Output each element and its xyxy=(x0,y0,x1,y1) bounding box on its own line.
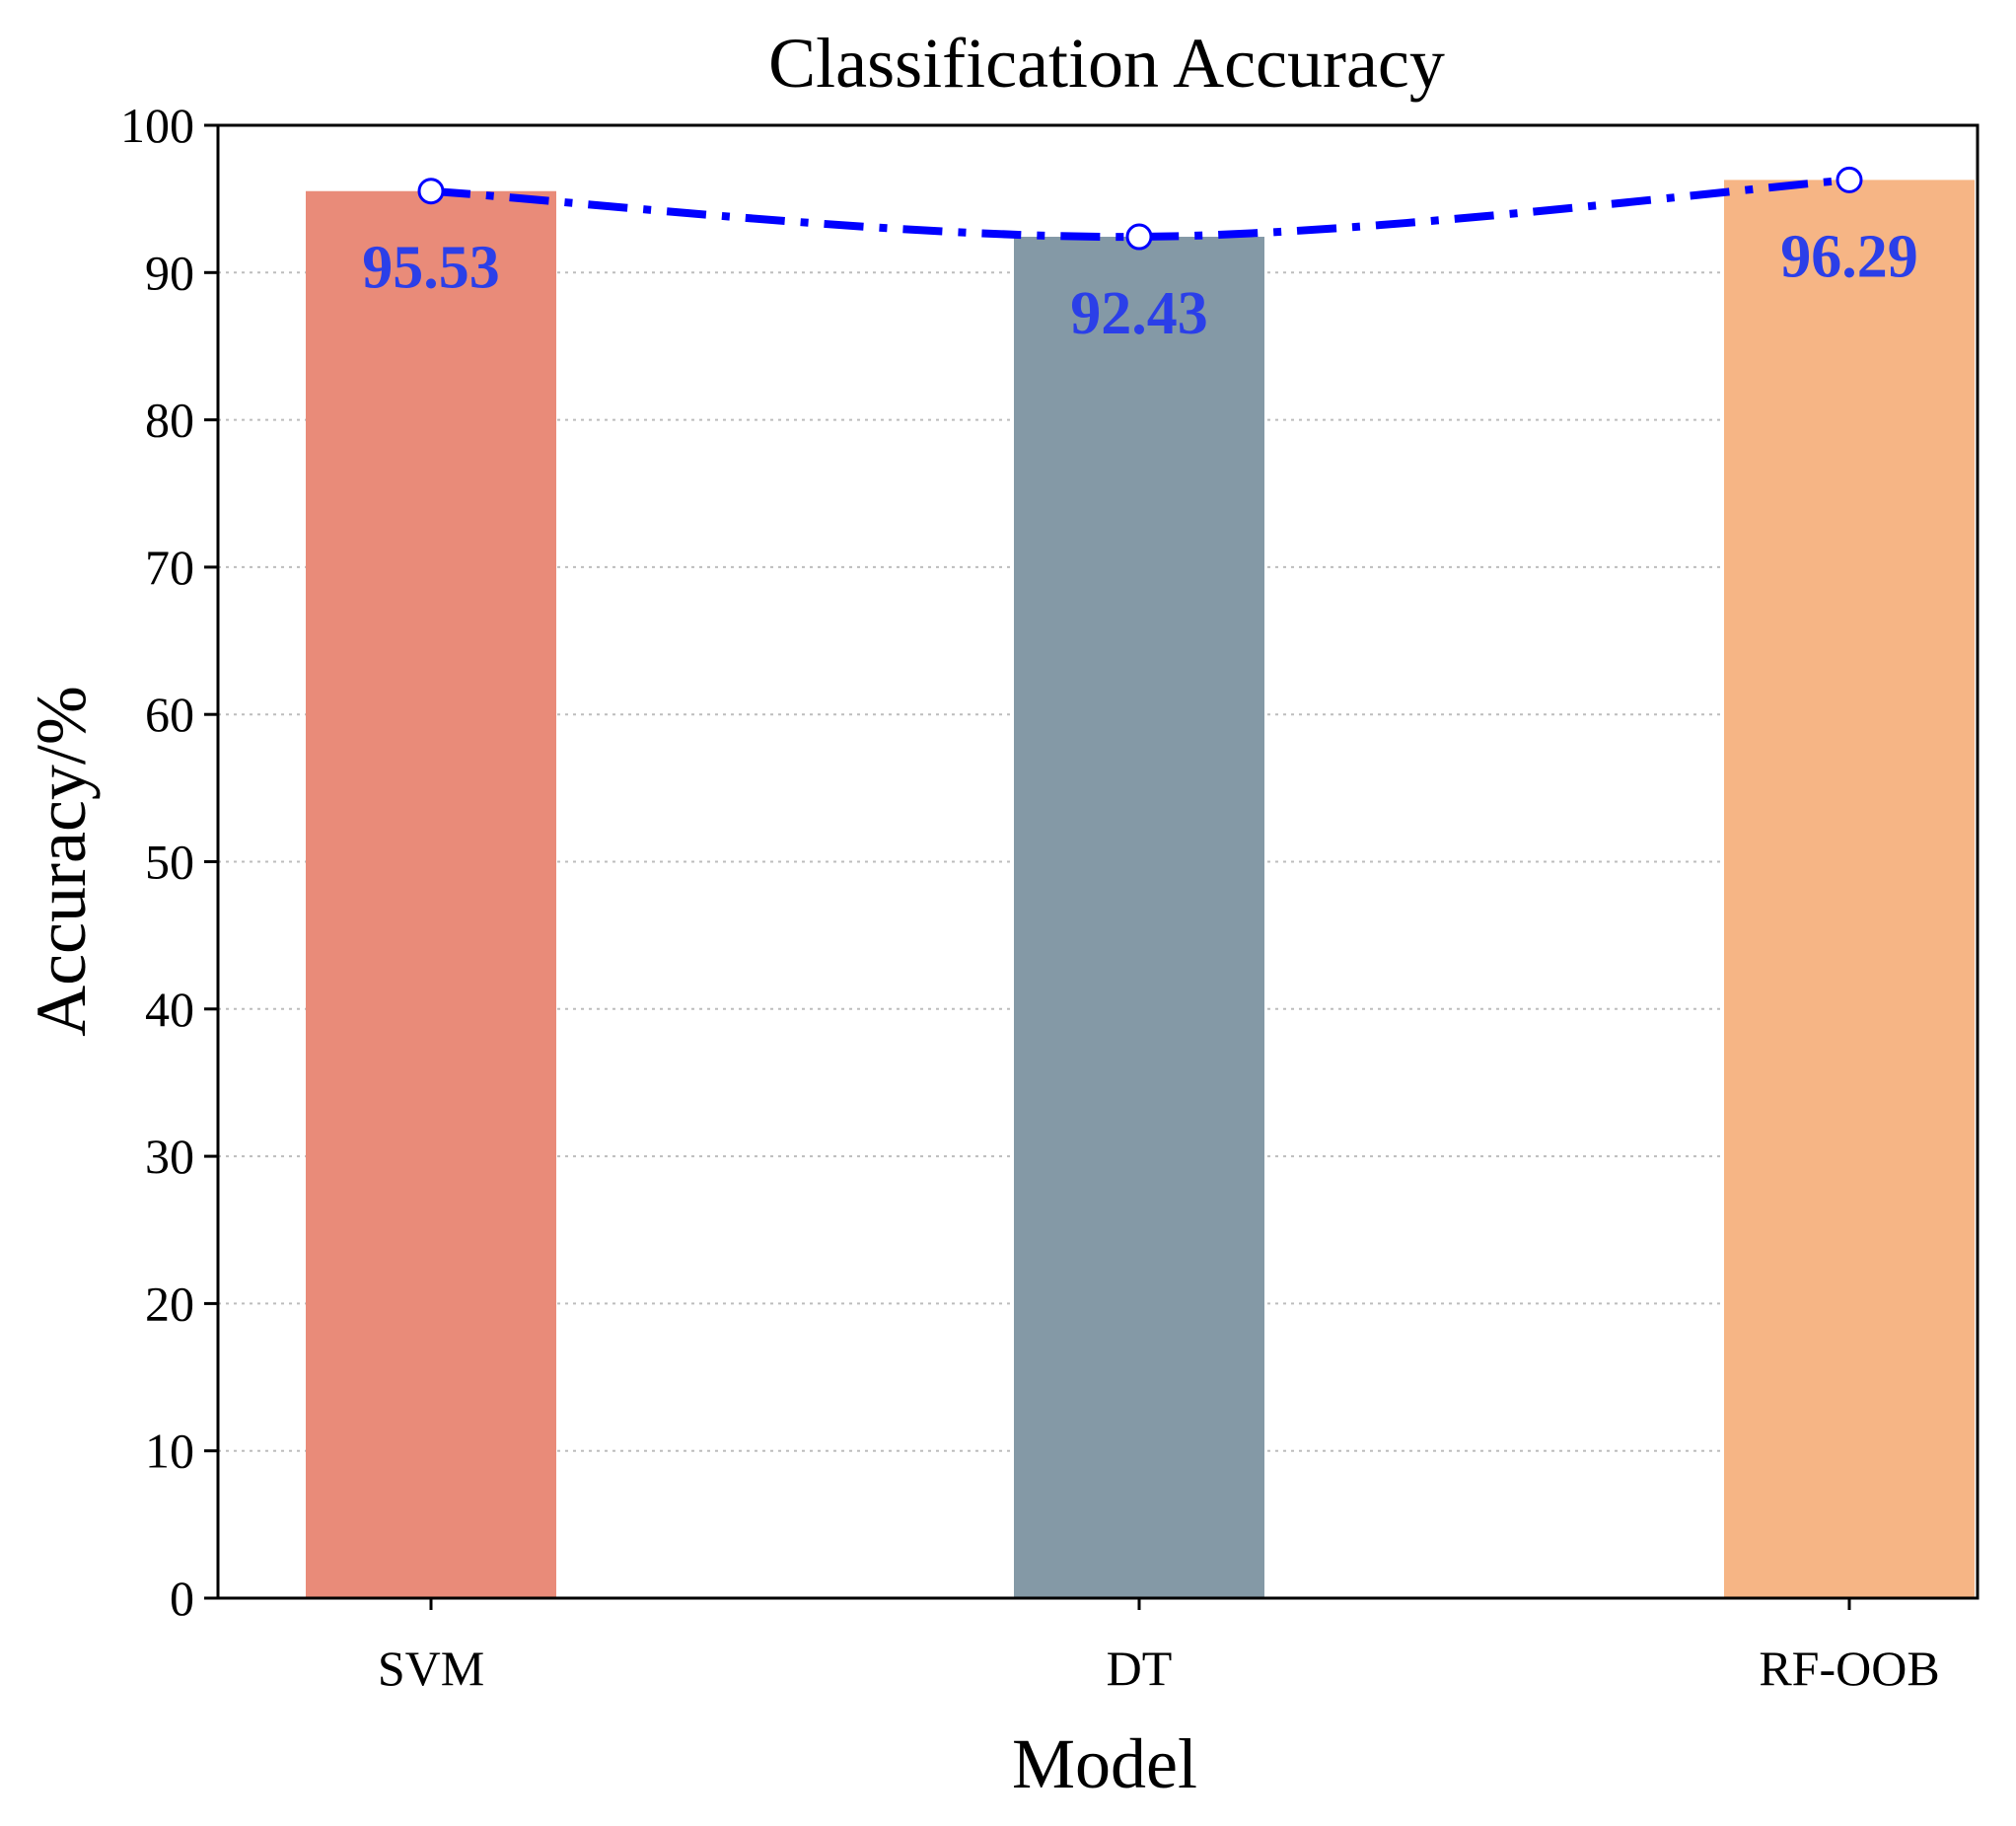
bar-svm xyxy=(306,190,556,1599)
y-tick-label-90: 90 xyxy=(145,245,194,300)
data-labels: 95.53 92.43 96.29 xyxy=(362,223,1918,347)
y-tick-label-50: 50 xyxy=(145,835,194,890)
bar-dt xyxy=(1014,237,1264,1598)
data-label-dt: 92.43 xyxy=(1070,280,1208,347)
y-tick-label-10: 10 xyxy=(145,1424,194,1479)
bar-rf-oob xyxy=(1724,180,1975,1599)
y-axis-ticks: 0 10 20 30 40 50 60 70 80 90 100 xyxy=(120,98,218,1626)
overlay-point-dt xyxy=(1125,223,1153,251)
overlay-point-svm xyxy=(417,178,445,205)
bars xyxy=(306,180,1975,1599)
overlay-line-group xyxy=(417,166,1863,251)
x-axis-label: Model xyxy=(1012,1724,1197,1803)
x-tick-label-rf-oob: RF-OOB xyxy=(1759,1641,1939,1696)
y-tick-label-100: 100 xyxy=(120,98,194,153)
y-tick-label-30: 30 xyxy=(145,1129,194,1184)
y-tick-label-60: 60 xyxy=(145,687,194,742)
overlay-point-rf-oob xyxy=(1836,166,1863,193)
y-tick-label-20: 20 xyxy=(145,1276,194,1331)
x-tick-label-svm: SVM xyxy=(378,1641,484,1696)
y-axis-label: Accuracy/% xyxy=(22,686,101,1037)
chart-title: Classification Accuracy xyxy=(768,24,1445,103)
data-label-rf-oob: 96.29 xyxy=(1780,223,1918,290)
x-tick-label-dt: DT xyxy=(1107,1641,1173,1696)
data-label-svm: 95.53 xyxy=(362,235,500,302)
overlay-trend-line xyxy=(430,176,1850,242)
y-tick-label-40: 40 xyxy=(145,982,194,1037)
x-axis-ticks: SVM DT RF-OOB xyxy=(378,1598,1940,1696)
y-tick-label-0: 0 xyxy=(170,1570,194,1626)
y-tick-label-80: 80 xyxy=(145,393,194,448)
y-tick-label-70: 70 xyxy=(145,540,194,595)
